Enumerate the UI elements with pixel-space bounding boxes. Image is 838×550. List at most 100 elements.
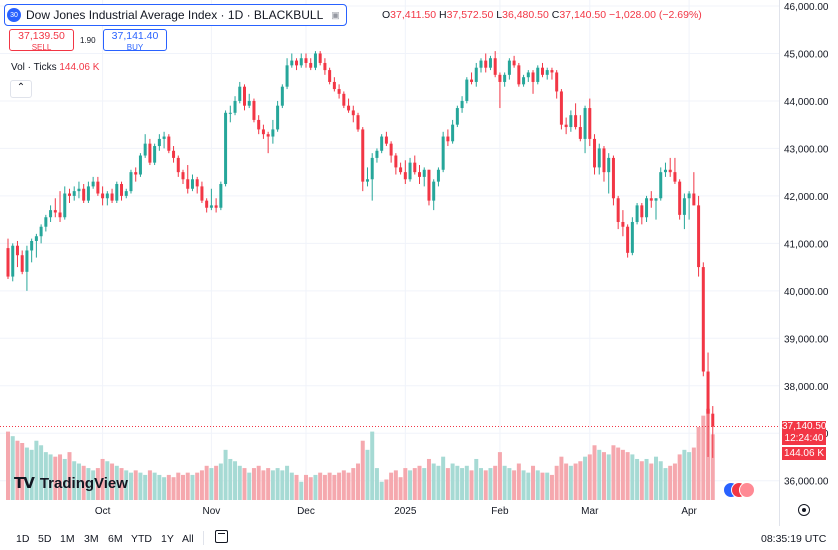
price-chart[interactable]: 36,000.0037,000.0038,000.0039,000.0040,0…	[0, 0, 838, 526]
candle-body	[110, 193, 114, 201]
volume-bar	[630, 454, 635, 500]
candle-body	[687, 193, 691, 199]
volume-bar	[95, 468, 100, 500]
candle-body	[602, 148, 606, 173]
range-1d[interactable]: 1D	[16, 533, 30, 545]
symbol-header[interactable]: 30 Dow Jones Industrial Average Index · …	[4, 4, 347, 26]
candle-body	[507, 60, 511, 75]
volume-bar	[275, 468, 280, 500]
volume-bar	[233, 461, 238, 500]
volume-bar	[403, 468, 408, 500]
range-1m[interactable]: 1M	[60, 533, 75, 545]
candle-body	[124, 191, 128, 196]
close-value: 37,140.50	[559, 9, 607, 21]
candle-body	[455, 108, 459, 125]
volume-bar	[171, 477, 176, 500]
volume-legend[interactable]: Vol · Ticks 144.06 K	[11, 62, 99, 73]
volume-bar	[251, 468, 256, 500]
candle-body	[441, 136, 445, 170]
volume-bar	[583, 456, 588, 500]
tradingview-logo[interactable]: 𝗧𝗩 TradingView	[14, 474, 128, 493]
candle-body	[304, 58, 308, 63]
collapse-legend-button[interactable]: ⌃	[10, 80, 32, 98]
candle-body	[96, 181, 100, 194]
open-label: O	[382, 9, 391, 21]
sell-button[interactable]: 37,139.50 SELL	[9, 29, 74, 52]
volume-bar	[199, 470, 204, 500]
candle-body	[101, 193, 105, 199]
volume-bar	[549, 474, 554, 500]
candle-body	[531, 72, 535, 82]
volume-bar	[303, 474, 308, 500]
candle-body	[228, 112, 232, 114]
candle-body	[663, 169, 667, 173]
candle-body	[266, 134, 270, 137]
volume-bar	[710, 434, 715, 500]
candle-body	[91, 181, 95, 187]
range-ytd[interactable]: YTD	[131, 533, 152, 545]
x-tick-label: Nov	[202, 506, 220, 517]
candle-body	[365, 179, 369, 182]
candle-body	[167, 136, 171, 151]
candle-body	[370, 157, 374, 180]
volume-bar	[426, 458, 431, 500]
volume-bar	[635, 458, 640, 500]
volume-bar	[242, 468, 247, 500]
us-flag-event-icon[interactable]	[739, 482, 755, 498]
symbol-title[interactable]: Dow Jones Industrial Average Index · 1D …	[26, 8, 324, 22]
volume-bar	[39, 445, 44, 500]
candle-body	[34, 236, 38, 241]
volume-bar	[62, 458, 67, 500]
candle-body	[342, 93, 346, 106]
candle-body	[384, 136, 388, 144]
volume-bar	[128, 472, 133, 500]
volume-bar	[422, 468, 427, 500]
candle-body	[526, 72, 530, 78]
range-5d[interactable]: 5D	[38, 533, 52, 545]
candle-body	[143, 143, 147, 156]
volume-bar	[285, 465, 290, 500]
tradingview-logo-icon: 𝗧𝗩	[14, 475, 35, 492]
volume-bar	[573, 463, 578, 500]
range-1y[interactable]: 1Y	[161, 533, 174, 545]
candle-body	[711, 413, 715, 427]
clock-utc[interactable]: 08:35:19 UTC	[761, 533, 827, 545]
candle-body	[555, 72, 559, 92]
volume-bar	[639, 461, 644, 500]
low-label: L	[496, 9, 503, 21]
candle-body	[488, 58, 492, 68]
candle-body	[645, 198, 649, 218]
range-6m[interactable]: 6M	[108, 533, 123, 545]
volume-bar	[649, 463, 654, 500]
volume-bar	[507, 468, 512, 500]
volume-bar	[564, 463, 569, 500]
volume-bar	[261, 470, 266, 500]
candle-body	[578, 127, 582, 139]
candle-body	[701, 267, 705, 372]
scale-settings-icon[interactable]	[798, 504, 810, 516]
candle-body	[361, 129, 365, 182]
y-tick-label: 39,000.00	[784, 334, 829, 345]
buy-button[interactable]: 37,141.40 BUY	[103, 29, 167, 52]
x-tick-label: Oct	[95, 506, 111, 517]
volume-bar	[398, 477, 403, 500]
candle-body	[200, 186, 204, 201]
range-3m[interactable]: 3M	[84, 533, 99, 545]
candle-body	[503, 74, 507, 82]
calendar-icon[interactable]	[215, 530, 228, 543]
volume-bar	[611, 445, 616, 500]
candle-body	[356, 115, 360, 130]
candle-body	[176, 157, 180, 173]
volume-bar	[91, 470, 96, 500]
candle-body	[214, 205, 218, 208]
volume-bar	[601, 452, 606, 500]
volume-bar	[294, 474, 299, 500]
range-all[interactable]: All	[182, 533, 194, 545]
candle-body	[295, 60, 299, 66]
candle-body	[224, 112, 228, 185]
candle-body	[120, 184, 124, 196]
volume-bar	[24, 447, 29, 500]
volume-bar	[10, 436, 15, 500]
volume-bar	[654, 456, 659, 500]
volume-bar	[351, 468, 356, 500]
